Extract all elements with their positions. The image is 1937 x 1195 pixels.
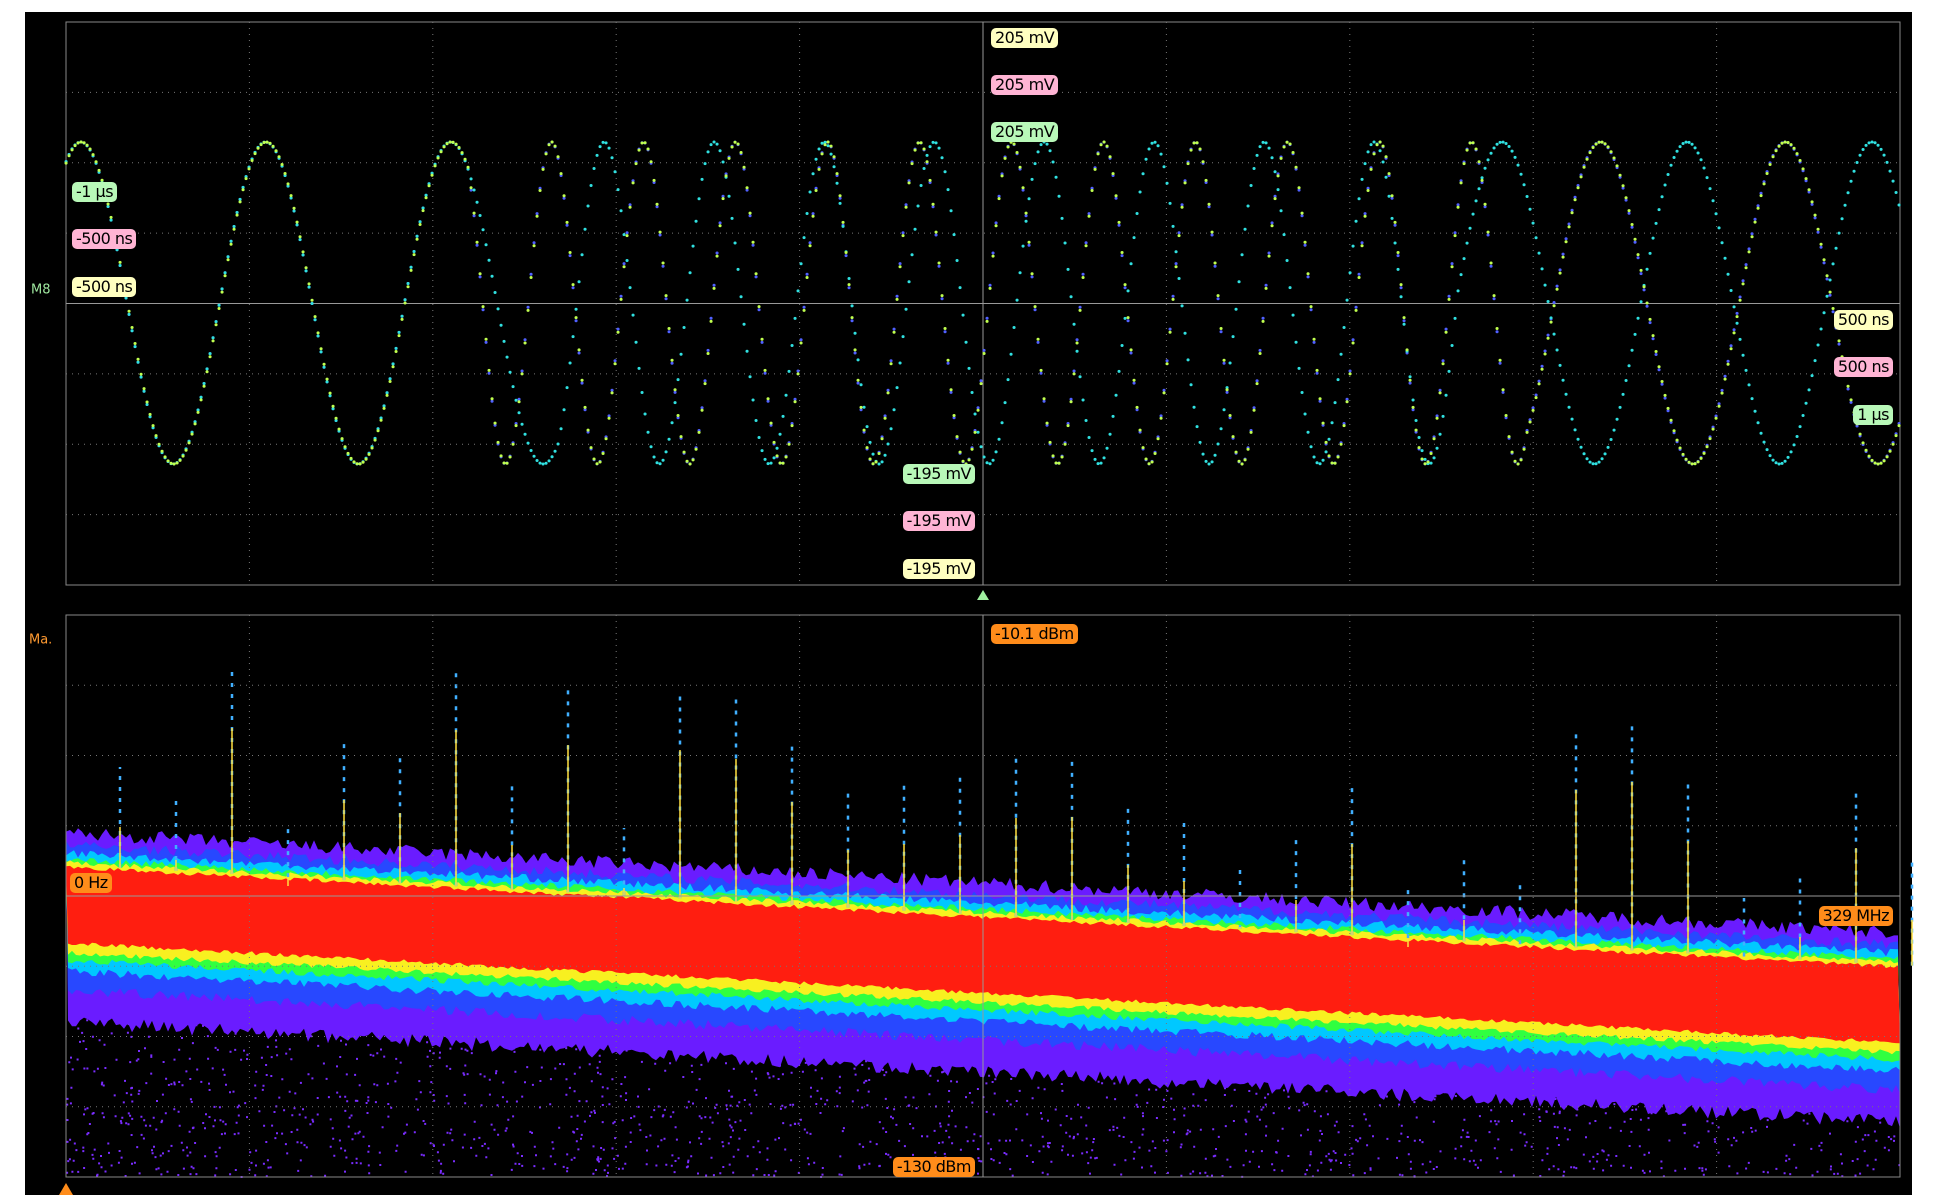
voltage-label: 205 mV (991, 28, 1059, 48)
voltage-label: -195 mV (902, 464, 975, 484)
crosshair (66, 22, 1900, 585)
channel-label: M8 (31, 282, 51, 298)
voltage-label: -195 mV (902, 511, 975, 531)
waveform-trace (64, 140, 1901, 466)
crosshair (66, 615, 1900, 1177)
voltage-label: 205 mV (991, 122, 1059, 142)
channel-label: Ma. (29, 632, 53, 648)
frequency-label: 329 MHz (1818, 906, 1893, 926)
time-label: 500 ns (1833, 357, 1893, 377)
frequency-label: 0 Hz (70, 873, 112, 893)
time-label: -500 ns (72, 229, 137, 249)
time-label: 1 µs (1853, 405, 1893, 425)
time-label: -1 µs (72, 182, 118, 202)
trigger-marker (977, 590, 989, 600)
voltage-label: -195 mV (902, 559, 975, 579)
voltage-label: 205 mV (991, 75, 1059, 95)
level-label: -130 dBm (892, 1157, 975, 1177)
time-label: 500 ns (1833, 310, 1893, 330)
level-label: -10.1 dBm (991, 624, 1078, 644)
time-label: -500 ns (72, 277, 137, 297)
spectral-spikes-core (119, 728, 1913, 966)
trigger-marker (59, 1183, 73, 1195)
